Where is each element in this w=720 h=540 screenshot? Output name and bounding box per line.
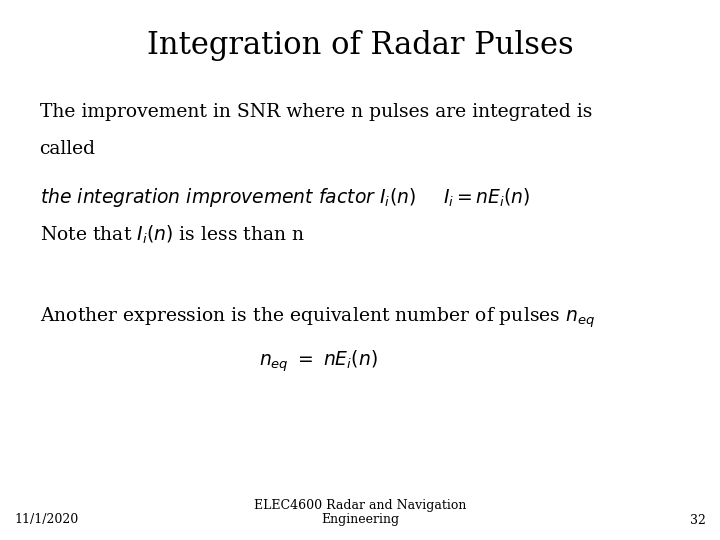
Text: Integration of Radar Pulses: Integration of Radar Pulses xyxy=(147,30,573,60)
Text: Note that $I_i(n)$ is less than n: Note that $I_i(n)$ is less than n xyxy=(40,224,305,246)
Text: called: called xyxy=(40,140,96,158)
Text: Another expression is the equivalent number of pulses $n_{eq}$: Another expression is the equivalent num… xyxy=(40,305,595,329)
Text: The improvement in SNR where n pulses are integrated is: The improvement in SNR where n pulses ar… xyxy=(40,103,592,120)
Text: $n_{eq}\ =\ nE_i(n)$: $n_{eq}\ =\ nE_i(n)$ xyxy=(259,348,378,374)
Text: $\it{the\ integration\ improvement\ factor\ }$$\it{I_i(n)}$: $\it{the\ integration\ improvement\ fact… xyxy=(40,186,415,210)
Text: 32: 32 xyxy=(690,514,706,526)
Text: ELEC4600 Radar and Navigation
Engineering: ELEC4600 Radar and Navigation Engineerin… xyxy=(254,498,466,526)
Text: $I_i = nE_i(n)$: $I_i = nE_i(n)$ xyxy=(443,186,531,208)
Text: 11/1/2020: 11/1/2020 xyxy=(14,514,78,526)
